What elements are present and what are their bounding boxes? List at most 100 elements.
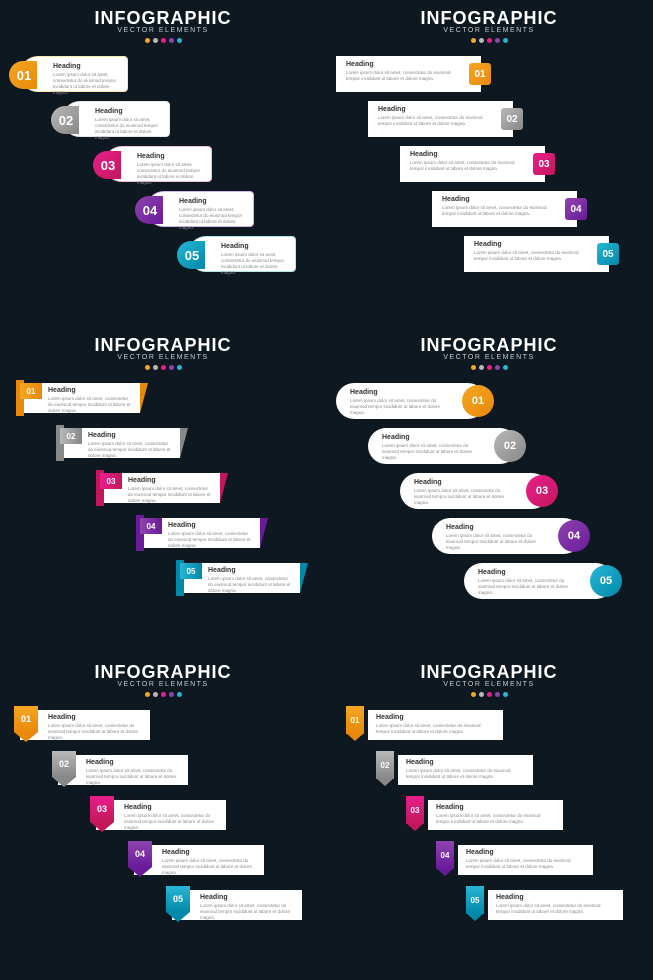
title: INFOGRAPHIC (0, 335, 326, 356)
dots (0, 38, 326, 43)
dot (153, 38, 158, 43)
step-heading: Heading (168, 522, 252, 529)
step-body: Lorem ipsum dolor sit amet, consectetur … (88, 441, 172, 459)
step-heading: Heading (442, 196, 551, 203)
dot (145, 692, 150, 697)
step-03: 03 Heading Lorem ipsum dolor sit amet, c… (104, 146, 212, 182)
step-heading: Heading (382, 434, 484, 441)
step-02: 02 Heading Lorem ipsum dolor sit amet, c… (398, 755, 533, 785)
card: Heading Lorem ipsum dolor sit amet, cons… (488, 890, 623, 920)
circle-badge: 01 (462, 385, 494, 417)
title-block: INFOGRAPHIC VECTOR ELEMENTS (0, 8, 326, 43)
step-02: 02 Heading Lorem ipsum dolor sit amet, c… (58, 755, 188, 785)
dot (161, 692, 166, 697)
step-number: 05 (180, 563, 202, 579)
dot (153, 365, 158, 370)
step-03: Heading Lorem ipsum dolor sit amet, cons… (400, 146, 545, 182)
step-body: Lorem ipsum dolor sit amet, consectetur … (410, 160, 519, 172)
badge: 02 (501, 108, 523, 130)
card: Heading Lorem ipsum dolor sit amet, cons… (368, 710, 503, 740)
step-body: Lorem ipsum dolor sit amet, consectetur … (474, 250, 583, 262)
dot (479, 365, 484, 370)
dot (161, 38, 166, 43)
dot (169, 365, 174, 370)
step-heading: Heading (95, 108, 161, 115)
step-heading: Heading (48, 387, 132, 394)
panel-p6: INFOGRAPHIC VECTOR ELEMENTS 01 Heading L… (326, 662, 652, 962)
dot (479, 692, 484, 697)
step-number: 03 (406, 796, 424, 824)
ribbon: 03 (96, 470, 120, 506)
fold (140, 383, 148, 413)
subtitle: VECTOR ELEMENTS (0, 354, 326, 361)
step-number: 05 (600, 575, 612, 587)
step-heading: Heading (346, 61, 455, 68)
step-heading: Heading (124, 804, 218, 811)
title: INFOGRAPHIC (0, 662, 326, 683)
step-number: 05 (466, 886, 484, 914)
card: 05 Heading Lorem ipsum dolor sit amet, c… (180, 563, 300, 593)
step-05: 05 Heading Lorem ipsum dolor sit amet, c… (188, 236, 296, 272)
step-number: 04 (568, 530, 580, 542)
step-number: 02 (55, 110, 77, 130)
dot (487, 365, 492, 370)
title: INFOGRAPHIC (326, 662, 652, 683)
step-03: 03 Heading Lorem ipsum dolor sit amet, c… (100, 473, 220, 503)
step-body: Lorem ipsum dolor sit amet, consectetur … (376, 723, 495, 735)
step-number: 03 (536, 485, 548, 497)
step-05: Heading Lorem ipsum dolor sit amet, cons… (464, 563, 614, 599)
step-heading: Heading (376, 714, 495, 721)
step-body: Lorem ipsum dolor sit amet, consectetur … (378, 115, 487, 127)
step-heading: Heading (474, 241, 583, 248)
step-03: 03 Heading Lorem ipsum dolor sit amet, c… (428, 800, 563, 830)
step-number: 04 (140, 518, 162, 534)
dot (177, 365, 182, 370)
card: 03 Heading Lorem ipsum dolor sit amet, c… (100, 473, 220, 503)
dot (145, 38, 150, 43)
dot (503, 365, 508, 370)
card: Heading Lorem ipsum dolor sit amet, cons… (368, 428, 518, 464)
card: 05 Heading Lorem ipsum dolor sit amet, c… (172, 890, 302, 920)
dots (326, 365, 652, 370)
step-heading: Heading (350, 389, 452, 396)
card: Heading Lorem ipsum dolor sit amet, cons… (400, 146, 545, 182)
ribbon: 04 (136, 515, 160, 551)
fold (300, 563, 308, 593)
step-number: 03 (100, 473, 122, 489)
dot (471, 38, 476, 43)
dot (479, 38, 484, 43)
ribbon: 01 (16, 380, 40, 416)
step-number: 01 (472, 395, 484, 407)
step-body: Lorem ipsum dolor sit amet, consectetur … (414, 488, 516, 506)
card: Heading Lorem ipsum dolor sit amet, cons… (464, 236, 609, 272)
fold (180, 428, 188, 458)
circle-badge: 04 (558, 520, 590, 552)
step-04: 04 Heading Lorem ipsum dolor sit amet, c… (146, 191, 254, 227)
step-body: Lorem ipsum dolor sit amet, consectetur … (137, 162, 203, 185)
subtitle: VECTOR ELEMENTS (326, 681, 652, 688)
step-body: Lorem ipsum dolor sit amet, consectetur … (346, 70, 455, 82)
subtitle: VECTOR ELEMENTS (326, 27, 652, 34)
step-02: 02 Heading Lorem ipsum dolor sit amet, c… (62, 101, 170, 137)
step-number: 01 (13, 65, 35, 85)
title-block: INFOGRAPHIC VECTOR ELEMENTS (0, 335, 326, 370)
step-body: Lorem ipsum dolor sit amet, consectetur … (382, 443, 484, 461)
panel-p2: INFOGRAPHIC VECTOR ELEMENTS Heading Lore… (326, 8, 652, 308)
arrow-ribbon: 03 (90, 796, 114, 834)
arrow-ribbon: 01 (14, 706, 38, 744)
step-number: 05 (181, 245, 203, 265)
tag-ribbon: 03 (406, 796, 424, 834)
step-number: 05 (166, 886, 190, 912)
step-number: 04 (128, 841, 152, 867)
dot (503, 692, 508, 697)
step-body: Lorem ipsum dolor sit amet, consectetur … (48, 396, 132, 414)
dot (471, 365, 476, 370)
step-body: Lorem ipsum dolor sit amet, consectetur … (86, 768, 180, 786)
card: Heading Lorem ipsum dolor sit amet, cons… (432, 191, 577, 227)
dot (471, 692, 476, 697)
dot (503, 38, 508, 43)
card: 04 Heading Lorem ipsum dolor sit amet, c… (140, 518, 260, 548)
step-number: 02 (504, 440, 516, 452)
card: Heading Lorem ipsum dolor sit amet, cons… (464, 563, 614, 599)
card: Heading Lorem ipsum dolor sit amet, cons… (398, 755, 533, 785)
